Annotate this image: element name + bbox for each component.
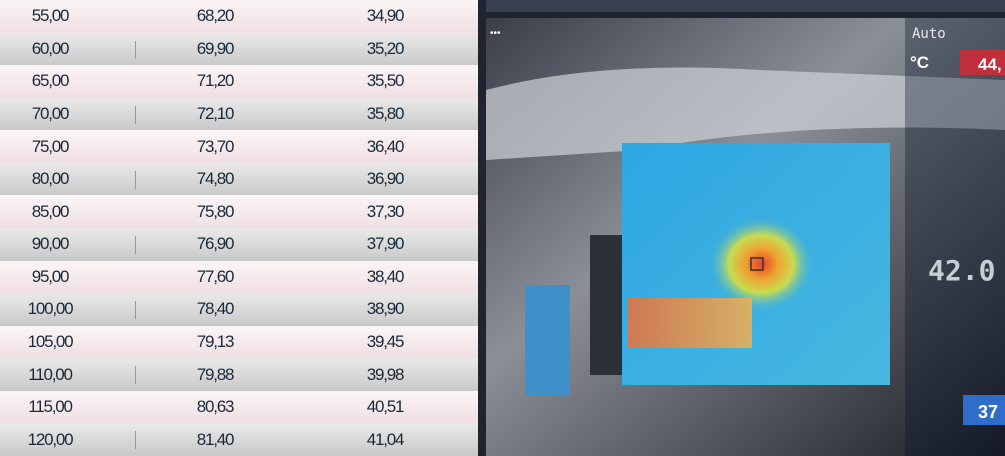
table-row: 90,00 76,90 37,90 (0, 228, 478, 261)
table-cell: 100,00 (27, 299, 74, 319)
mode-label: Auto (912, 26, 946, 42)
table-cell: 72,10 (196, 103, 235, 123)
table-cell: 38,40 (366, 266, 405, 286)
table-row: 60,00 69,90 35,20 (0, 32, 478, 66)
table-cell: 40,51 (366, 397, 405, 417)
table-cell: 79,88 (196, 364, 235, 384)
table-cell: 81,40 (196, 429, 235, 449)
table-row: 85,00 75,80 37,30 (0, 195, 478, 228)
table-cell: 39,45 (366, 331, 405, 351)
table-cell: 79,13 (196, 331, 235, 351)
table-cell: 71,20 (196, 71, 235, 91)
top-strip (486, 0, 1005, 12)
table-row: 65,00 71,20 35,50 (0, 65, 478, 98)
table-cell: 37,30 (366, 201, 405, 221)
separator (135, 301, 136, 320)
table-cell: 95,00 (31, 266, 70, 286)
table-cell: 36,90 (366, 169, 405, 189)
table-cell: 80,63 (196, 397, 235, 417)
table-row: 75,00 73,70 36,40 (0, 130, 478, 163)
separator (135, 236, 136, 254)
table-cell: 78,40 (196, 299, 235, 319)
table-row: 105,00 79,13 39,45 (0, 325, 478, 359)
min-box (963, 395, 1005, 425)
table-row: 120,00 81,40 41,04 (0, 423, 478, 456)
table-cell: 38,90 (366, 299, 405, 319)
table-row: 100,00 78,40 38,90 (0, 293, 478, 326)
table-cell: 120,00 (27, 429, 74, 449)
table-cell: 90,00 (31, 234, 70, 254)
table-cell: 85,00 (31, 201, 70, 221)
table-cell: 41,04 (366, 429, 405, 449)
table-cell: 35,50 (366, 71, 405, 91)
separator (135, 105, 136, 124)
table-cell: 105,00 (27, 331, 74, 351)
separator (135, 40, 136, 59)
table-cell: 110,00 (28, 364, 73, 384)
side-panel (905, 18, 1005, 456)
separator (135, 431, 136, 450)
table-cell: 70,00 (31, 103, 70, 123)
table-row: 55,00 68,20 34,90 (0, 0, 478, 33)
data-table: 55,00 68,20 34,90 60,00 69,90 35,20 65,00 71,20… (0, 0, 478, 456)
table-cell: 75,80 (196, 201, 235, 221)
table-cell: 80,00 (31, 169, 70, 189)
table-row: 70,00 72,10 35,80 (0, 97, 478, 131)
menu-dots: ••• (490, 28, 501, 39)
table-cell: 68,20 (196, 6, 235, 26)
table-row: 115,00 80,63 40,51 (0, 390, 478, 424)
separator (135, 366, 136, 385)
bracket (486, 67, 1005, 160)
table-cell: 60,00 (31, 38, 70, 58)
table-cell: 36,40 (366, 136, 405, 156)
table-cell: 35,80 (366, 103, 405, 123)
table-cell: 35,20 (366, 38, 405, 58)
table-row: 80,00 74,80 36,90 (0, 162, 478, 196)
unit-label: °C (910, 53, 929, 72)
table-cell: 73,70 (196, 136, 235, 156)
table-cell: 74,80 (196, 169, 235, 189)
table-cell: 69,90 (196, 38, 235, 58)
table-row: 110,00 79,88 39,98 (0, 358, 478, 391)
table-cell: 65,00 (31, 71, 70, 91)
max-box (960, 50, 1005, 75)
table-cell: 77,60 (196, 266, 235, 286)
hot-spot (622, 143, 890, 385)
cursor (750, 257, 764, 271)
center-temp: 42.0 (928, 254, 995, 287)
table-cell: 37,90 (366, 234, 405, 254)
connector (525, 285, 570, 395)
table-cell: 75,00 (31, 136, 70, 156)
table-cell: 55,00 (31, 6, 70, 26)
separator (135, 170, 136, 189)
min-label: 37 (978, 402, 998, 422)
table-row: 95,00 77,60 38,40 (0, 260, 478, 294)
table-cell: 34,90 (366, 6, 405, 26)
table-cell: 115,00 (28, 397, 73, 417)
max-label: 44, (978, 55, 1002, 74)
table-cell: 76,90 (196, 234, 235, 254)
table-cell: 39,98 (366, 364, 405, 384)
warm-strip (628, 298, 752, 348)
thermal-image: ••• Auto °C 44, 42.0 37 (478, 0, 1005, 456)
